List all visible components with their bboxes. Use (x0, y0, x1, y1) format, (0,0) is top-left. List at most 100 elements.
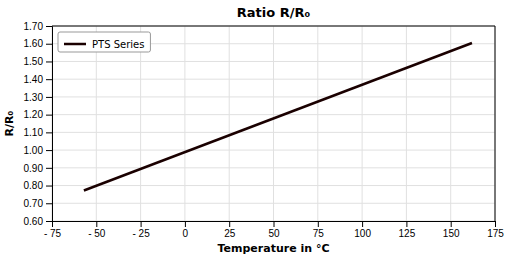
x-axis-tick: 50 (268, 221, 280, 239)
grid-line-y (52, 167, 495, 168)
x-axis-tick: 0 (183, 221, 189, 239)
y-axis-tick-label: 0.70 (24, 198, 44, 209)
y-axis-tick-label: 1.20 (24, 109, 44, 120)
y-axis-tick-mark (46, 221, 52, 222)
x-axis-tick-label: 25 (224, 228, 236, 239)
x-axis-tick-mark (406, 221, 407, 227)
y-axis-tick-mark (46, 186, 52, 187)
frame-top (52, 26, 495, 27)
x-axis-tick-mark (141, 221, 142, 227)
y-axis-tick: 1.30 (24, 92, 52, 103)
series-line (84, 43, 472, 190)
grid (52, 26, 495, 221)
x-axis-tick-label: 75 (313, 228, 325, 239)
y-axis-title: R/R₀ (3, 110, 16, 136)
grid-line-x (362, 26, 363, 221)
y-axis-tick: 1.50 (24, 56, 52, 67)
x-axis-tick-mark (185, 221, 186, 227)
y-axis-tick: 0.70 (24, 198, 52, 209)
x-axis-tick-label: - 25 (132, 228, 150, 239)
x-axis-tick-label: - 75 (44, 228, 62, 239)
x-axis-title: Temperature in °C (218, 242, 330, 255)
x-axis-tick: 175 (487, 221, 504, 239)
y-axis-tick-mark (46, 61, 52, 62)
y-axis-tick: 0.90 (24, 163, 52, 174)
x-axis-tick-mark (229, 221, 230, 227)
y-axis-tick-mark (46, 26, 52, 27)
y-axis-tick-label: 1.60 (24, 38, 44, 49)
y-axis-tick-label: 1.40 (24, 74, 44, 85)
y-axis-tick: 1.60 (24, 38, 52, 49)
x-axis-tick-mark (362, 221, 363, 227)
x-axis-line (53, 222, 496, 228)
grid-line-y (52, 61, 495, 62)
x-axis-tick: 150 (443, 221, 460, 239)
grid-line-x (140, 26, 141, 221)
x-axis-tick-mark (451, 221, 452, 227)
y-axis-tick: 0.80 (24, 180, 52, 191)
y-axis-tick-mark (46, 150, 52, 151)
y-axis-tick-label: 0.60 (24, 216, 44, 227)
x-axis-tick: 75 (313, 221, 325, 239)
x-axis-tick-label: 100 (354, 228, 371, 239)
grid-line-x (317, 26, 318, 221)
y-axis-tick-mark (46, 44, 52, 45)
y-axis-tick: 1.10 (24, 127, 52, 138)
y-axis-tick-label: 1.30 (24, 92, 44, 103)
y-axis-tick-label: 0.80 (24, 180, 44, 191)
x-axis-tick-label: - 50 (88, 228, 106, 239)
grid-line-x (229, 26, 230, 221)
grid-line-y (52, 96, 495, 97)
grid-line-x (495, 26, 496, 221)
y-axis-tick-label: 0.90 (24, 163, 44, 174)
x-axis-tick-label: 150 (443, 228, 460, 239)
y-axis-tick-label: 1.00 (24, 145, 44, 156)
y-axis-tick-mark (46, 132, 52, 133)
x-axis-tick: - 25 (132, 221, 150, 239)
x-axis: - 75 - 50 - 25 0 25 50 75 100 125 150 175 (44, 221, 504, 239)
y-axis-tick-mark (46, 168, 52, 169)
y-axis-tick-mark (46, 79, 52, 80)
grid-line-x (450, 26, 451, 221)
y-axis-tick: 1.00 (24, 145, 52, 156)
x-axis-tick: - 75 (44, 221, 62, 239)
grid-line-x (96, 26, 97, 221)
grid-line-y (52, 114, 495, 115)
grid-line-y (52, 132, 495, 133)
y-axis-tick-mark (46, 97, 52, 98)
y-axis-line (46, 27, 53, 222)
x-axis-tick-mark (318, 221, 319, 227)
plot-area (84, 43, 472, 190)
legend-item: PTS Series (64, 39, 144, 50)
legend: PTS Series (58, 32, 150, 52)
x-axis-tick: - 50 (88, 221, 106, 239)
legend-label: PTS Series (92, 39, 144, 50)
grid-line-y (52, 185, 495, 186)
x-axis-tick-mark (495, 221, 496, 227)
chart-title: Ratio R/R₀ (237, 5, 311, 20)
x-axis-tick-mark (96, 221, 97, 227)
y-axis-tick-label: 1.70 (24, 21, 44, 32)
grid-line-x (184, 26, 185, 221)
grid-line-y (52, 203, 495, 204)
x-axis-tick: 25 (224, 221, 236, 239)
legend-swatch (64, 43, 86, 46)
x-axis-tick-label: 0 (183, 228, 189, 239)
grid-line-x (406, 26, 407, 221)
grid-line-y (52, 26, 495, 27)
y-axis-tick-label: 1.10 (24, 127, 44, 138)
grid-line-y (52, 79, 495, 80)
legend-box (58, 32, 150, 52)
y-axis-tick-mark (46, 203, 52, 204)
x-axis-tick-label: 50 (268, 228, 280, 239)
frame-right (495, 26, 496, 221)
x-axis-tick-mark (274, 221, 275, 227)
y-axis-tick-label: 1.50 (24, 56, 44, 67)
y-axis: 0.60 0.70 0.80 0.90 1.00 1.10 1.20 1.30 1.40 1.50… (24, 21, 53, 227)
grid-line-y (52, 150, 495, 151)
y-axis-tick-mark (46, 115, 52, 116)
x-axis-tick-label: 125 (399, 228, 416, 239)
x-axis-tick: 100 (354, 221, 371, 239)
y-axis-tick: 1.40 (24, 74, 52, 85)
y-axis-tick: 1.20 (24, 109, 52, 120)
